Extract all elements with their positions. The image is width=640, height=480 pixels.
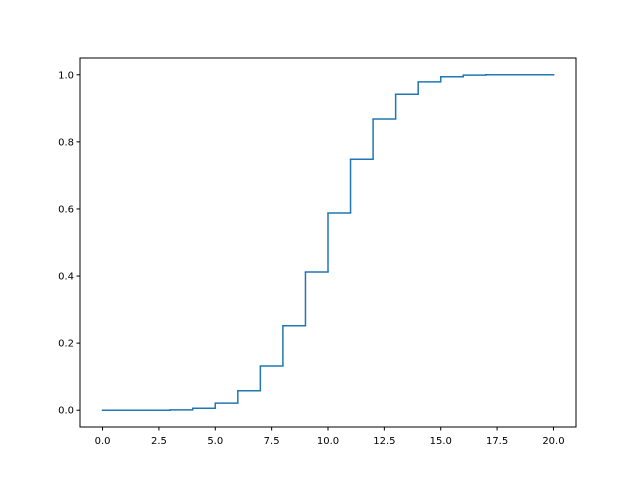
x-tick-label: 2.5	[151, 436, 167, 447]
x-tick-label: 15.0	[430, 436, 452, 447]
x-tick-label: 10.0	[317, 436, 339, 447]
x-tick-label: 20.0	[542, 436, 564, 447]
y-tick-label: 0.6	[58, 204, 74, 215]
x-tick-label: 12.5	[373, 436, 395, 447]
y-tick-label: 0.2	[58, 339, 74, 350]
x-tick-label: 0.0	[95, 436, 111, 447]
y-tick-label: 0.0	[58, 406, 74, 417]
x-tick-label: 17.5	[486, 436, 508, 447]
y-tick-label: 0.8	[58, 137, 74, 148]
y-tick-label: 1.0	[58, 70, 74, 81]
y-tick-label: 0.4	[58, 272, 74, 283]
x-tick-label: 5.0	[207, 436, 223, 447]
x-tick-label: 7.5	[264, 436, 280, 447]
